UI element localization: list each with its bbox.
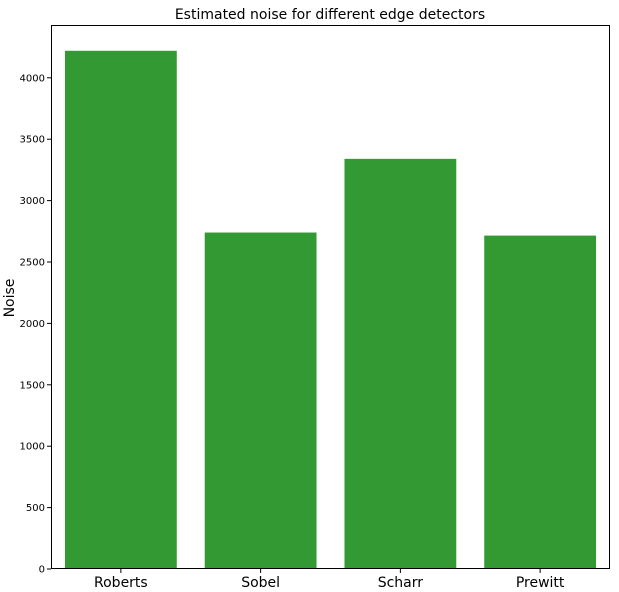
bar-sobel	[204, 232, 317, 570]
y-axis-label: Noise	[2, 279, 18, 318]
x-axis-ticks: Roberts Sobel Scharr Prewitt	[94, 569, 565, 591]
y-tick-label: 3000	[20, 196, 45, 207]
y-tick-label: 2000	[20, 319, 45, 330]
bar-scharr	[344, 158, 457, 569]
y-axis-ticks: 0 500 1000 1500 2000 2500 3000 3500 4000	[20, 73, 51, 576]
y-tick-label: 1000	[20, 442, 45, 453]
x-tick-label: Scharr	[378, 575, 424, 591]
x-tick-label: Prewitt	[516, 575, 565, 591]
y-tick-label: 4000	[20, 73, 45, 84]
bar-roberts	[64, 50, 177, 569]
chart-title: Estimated noise for different edge detec…	[175, 7, 485, 23]
x-tick-label: Roberts	[94, 575, 148, 591]
bars-layer	[64, 50, 597, 570]
x-tick-label: Sobel	[241, 575, 280, 591]
bar-prewitt	[484, 235, 597, 569]
y-tick-label: 1500	[20, 380, 45, 391]
plot-area-frame	[51, 25, 610, 569]
y-tick-label: 500	[26, 503, 45, 514]
y-tick-label: 3500	[20, 135, 45, 146]
y-tick-label: 0	[39, 565, 45, 576]
y-tick-label: 2500	[20, 258, 45, 269]
